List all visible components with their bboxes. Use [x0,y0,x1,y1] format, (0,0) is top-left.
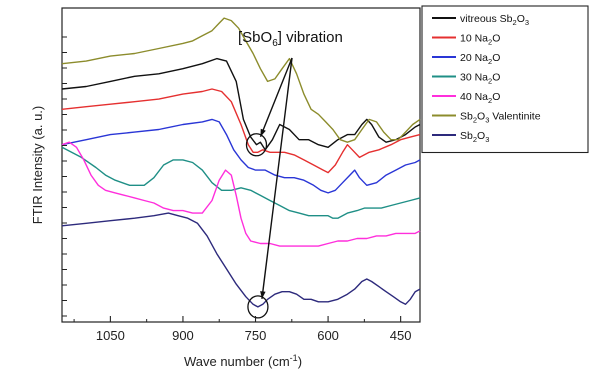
annotation-arrow-2 [261,57,293,299]
plot-frame [61,7,421,323]
annotation-circle-1 [245,133,268,157]
legend-label-4: 30 Na2O [460,72,500,86]
series-line-6 [61,17,421,143]
series-layer [61,17,421,308]
series-line-4 [61,146,421,219]
x-tick-label-600: 600 [317,328,339,343]
x-tick-label-450: 450 [390,328,412,343]
y-axis-title: FTIR Intensity (a. u.) [30,106,45,224]
x-tick-label-900: 900 [172,328,194,343]
legend-label-2: 10 Na2O [460,33,500,47]
annotation-arrowhead-2 [260,291,266,299]
plot-border [61,7,421,323]
axis-layer: 1050 900 750 600 450 Wave number (cm-1) FTIR I… [30,36,412,369]
series-line-1 [61,57,421,151]
legend-label-1: vitreous Sb2O3 [460,13,529,27]
legend-label-7: Sb2O3 [460,130,489,144]
series-line-7 [61,212,421,308]
annotation-layer: [SbO6] vibration [238,29,343,319]
annotation-arrowhead-1 [260,128,266,137]
legend-label-3: 20 Na2O [460,52,500,66]
x-tick-label-1050: 1050 [96,328,125,343]
legend-label-6: Sb2O3 Valentinite [460,111,541,125]
legend-label-5: 40 Na2O [460,91,500,105]
series-line-5 [61,141,421,247]
annotation-label: [SbO6] vibration [238,29,343,49]
legend: vitreous Sb2O3 10 Na2O 20 Na2O 30 Na2O 40 Na… [421,5,589,154]
legend-box [421,5,589,154]
x-axis-title: Wave number (cm-1) [184,353,302,369]
series-line-3 [61,118,421,194]
annotation-circle-2 [247,295,269,319]
x-tick-label-750: 750 [245,328,267,343]
annotation-arrow-1 [259,57,293,137]
